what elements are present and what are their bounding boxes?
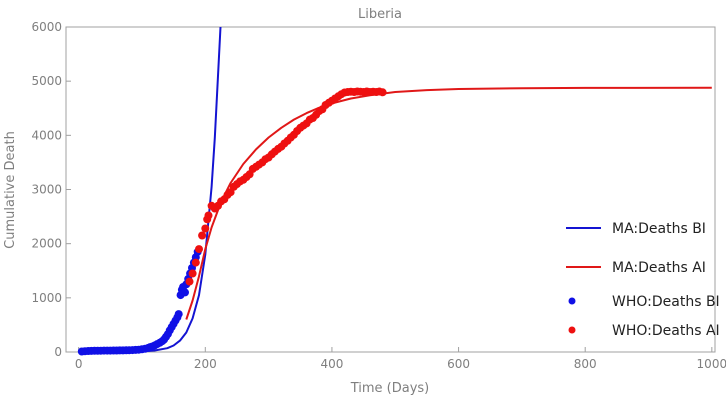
point-who-deaths-bi: [174, 310, 183, 319]
legend: MA:Deaths BI MA:Deaths AI WHO:Deaths BI WHO…: [566, 221, 720, 339]
legend-swatch-who-deaths-bi: [568, 297, 576, 305]
point-who-deaths-ai: [198, 231, 207, 240]
point-who-deaths-ai: [201, 224, 210, 233]
series-line-ma-deaths-bi: [78, 26, 222, 353]
legend-label-ma-deaths-bi: MA:Deaths BI: [612, 221, 706, 237]
tick-marks: [66, 26, 713, 353]
point-who-deaths-bi: [181, 288, 189, 297]
y-tick-label: 1000: [31, 291, 62, 305]
point-who-deaths-ai: [204, 211, 213, 220]
series-line-ma-deaths-ai: [185, 86, 712, 320]
point-who-deaths-ai: [191, 258, 200, 267]
x-tick-label: 200: [194, 357, 217, 371]
y-tick-label: 3000: [31, 183, 62, 197]
x-tick-label: 1000: [697, 357, 726, 371]
y-tick-label: 4000: [31, 128, 62, 142]
y-axis-ticks: 0 1000 2000 3000 4000 5000 6000: [31, 20, 62, 359]
legend-label-who-deaths-ai: WHO:Deaths AI: [612, 323, 720, 339]
x-tick-label: 800: [574, 357, 597, 371]
y-tick-label: 2000: [31, 237, 62, 251]
point-who-deaths-ai: [185, 277, 194, 286]
point-who-deaths-ai: [188, 269, 197, 278]
y-tick-label: 6000: [31, 20, 62, 34]
series-layer: [77, 26, 712, 356]
point-who-deaths-ai: [378, 88, 387, 97]
legend-label-ma-deaths-ai: MA:Deaths AI: [612, 260, 706, 276]
point-who-deaths-ai: [195, 245, 203, 254]
y-tick-label: 5000: [31, 74, 62, 88]
x-tick-label: 400: [320, 357, 343, 371]
x-axis-title: Time (Days): [350, 381, 430, 396]
chart-title: Liberia: [358, 7, 402, 22]
x-tick-label: 600: [447, 357, 470, 371]
y-axis-title: Cumulative Death: [3, 131, 18, 249]
x-axis-ticks: 0 200 400 600 800 1000: [75, 357, 726, 371]
legend-label-who-deaths-bi: WHO:Deaths BI: [612, 294, 720, 310]
x-tick-label: 0: [75, 357, 83, 371]
y-tick-label: 0: [54, 345, 62, 359]
legend-swatch-who-deaths-ai: [568, 326, 576, 334]
